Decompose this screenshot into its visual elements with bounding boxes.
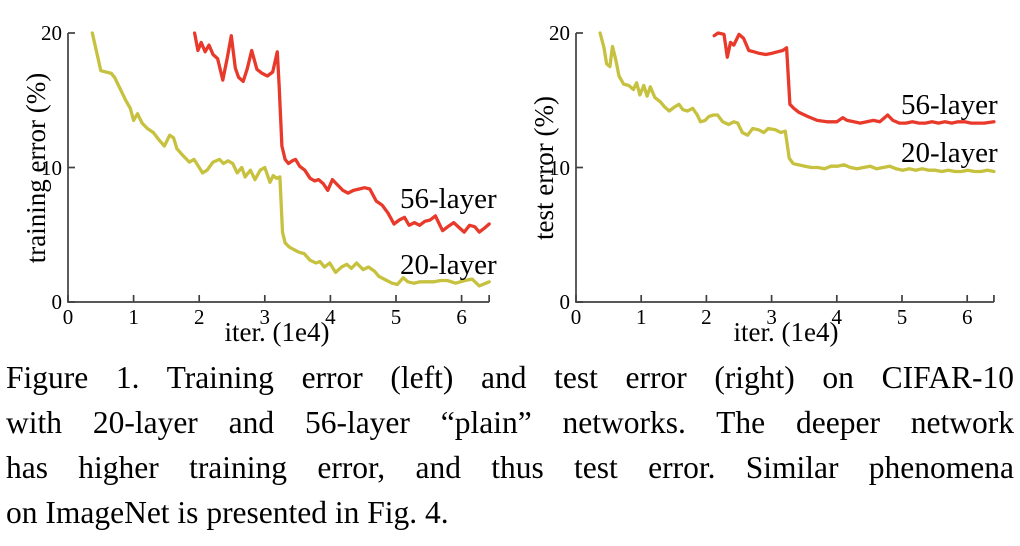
series-line-20-layer — [90, 31, 491, 288]
x-tick-label: 1 — [635, 305, 647, 329]
caption-line: has higher training error, and thus test… — [6, 450, 1014, 485]
y-tick-label: 20 — [549, 21, 570, 45]
x-tick-label: 2 — [193, 305, 205, 329]
caption-line: on ImageNet is presented in Fig. 4. — [6, 495, 449, 530]
series-line-56-layer — [192, 31, 491, 234]
caption-line: Figure 1. Training error (left) and test… — [6, 360, 1014, 395]
x-axis-label-test: iter. (1e4) — [733, 317, 839, 347]
x-axis-label-training: iter. (1e4) — [224, 317, 330, 347]
caption-line: with 20-layer and 56-layer “plain” netwo… — [6, 405, 1014, 440]
figure-caption: Figure 1. Training error (left) and test… — [6, 355, 1014, 535]
x-tick-label: 3 — [259, 305, 271, 329]
y-tick-label: 10 — [549, 155, 570, 180]
x-tick-label: 6 — [456, 305, 467, 329]
x-tick-label: 4 — [325, 305, 336, 329]
x-tick-label: 4 — [831, 305, 843, 329]
x-tick-label: 5 — [896, 305, 908, 329]
x-tick-label: 3 — [766, 305, 777, 329]
x-tick-label: 1 — [128, 305, 139, 329]
y-tick-label: 0 — [559, 290, 571, 314]
x-tick-label: 6 — [961, 305, 973, 329]
series-label-56-layer: 56-layer — [901, 89, 998, 121]
series-label-20-layer: 20-layer — [901, 137, 998, 169]
y-tick-label: 0 — [51, 290, 63, 314]
x-tick-label: 5 — [390, 305, 402, 329]
x-tick-label: 2 — [701, 305, 712, 329]
y-tick-label: 10 — [41, 155, 62, 180]
series-line-20-layer — [598, 31, 996, 174]
series-line-56-layer — [712, 31, 996, 125]
y-tick-label: 20 — [41, 21, 62, 45]
x-tick-label: 0 — [62, 305, 74, 329]
series-label-56-layer: 56-layer — [400, 183, 497, 215]
series-label-20-layer: 20-layer — [400, 249, 497, 281]
x-tick-label: 0 — [570, 305, 582, 329]
